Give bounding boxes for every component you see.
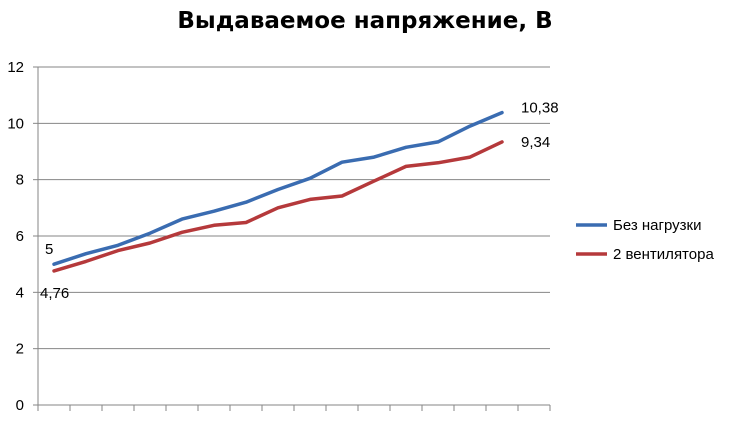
legend-label-1: Без нагрузки — [613, 217, 702, 234]
chart-title: Выдаваемое напряжение, В — [177, 8, 553, 34]
y-tick-label: 8 — [16, 172, 24, 189]
legend: Без нагрузки 2 вентилятора — [576, 217, 714, 263]
y-tick-label: 10 — [7, 115, 24, 132]
y-tick-label: 4 — [16, 284, 24, 301]
series-line-1 — [52, 110, 504, 266]
y-tick-label: 6 — [16, 228, 24, 245]
series-lines — [52, 110, 504, 273]
y-tick-label: 0 — [16, 397, 24, 414]
data-label: 9,34 — [521, 134, 550, 151]
series-line-2 — [52, 140, 504, 273]
data-labels: 5 4,76 10,38 9,34 — [40, 100, 559, 302]
y-tick-label: 2 — [16, 341, 24, 358]
y-tick-labels: 0 2 4 6 8 10 12 — [7, 59, 24, 414]
data-label: 10,38 — [521, 100, 559, 117]
y-tick-label: 12 — [7, 59, 24, 76]
legend-label-2: 2 вентилятора — [613, 246, 714, 263]
data-label: 4,76 — [40, 285, 69, 302]
axes — [33, 66, 551, 411]
data-label: 5 — [45, 241, 53, 258]
gridlines — [38, 66, 550, 350]
